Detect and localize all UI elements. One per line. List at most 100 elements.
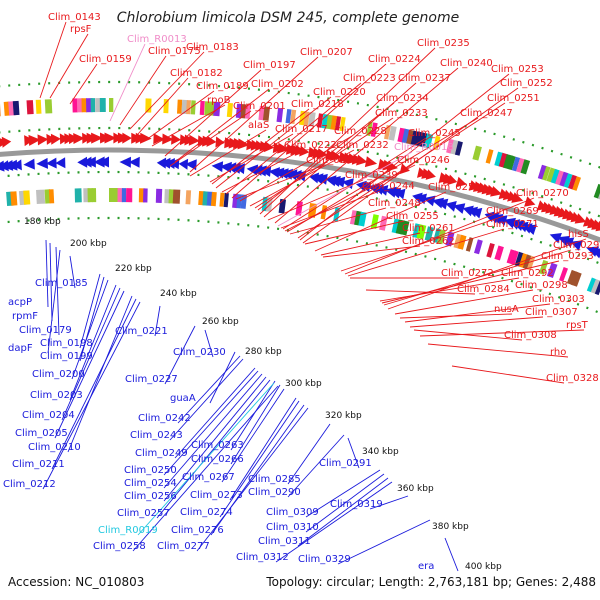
gene-label: Clim_0243 (130, 430, 183, 441)
gene-label: Clim_0262 (402, 236, 455, 247)
plus-gene-arrow (206, 135, 217, 147)
gene-label: Clim_0222 (284, 140, 337, 151)
tick-label: 320 kbp (325, 411, 362, 421)
cog-block-inner (168, 189, 174, 204)
gene-label: Clim_0257 (117, 508, 170, 519)
cog-block-inner (265, 197, 273, 212)
accession-label: Accession: NC_010803 (8, 575, 144, 589)
minus-gene-arrow (286, 169, 298, 181)
cog-block-outer (546, 167, 557, 183)
tick-label: 340 kbp (362, 447, 399, 457)
cog-block-outer (410, 130, 419, 146)
gene-label: Clim_0227 (125, 374, 178, 385)
label-leader (383, 249, 572, 306)
cog-block-outer (384, 125, 391, 140)
cog-block-inner (570, 271, 582, 287)
gene-label: Clim_0245 (408, 128, 461, 139)
cog-block-inner (172, 189, 181, 204)
label-leader (277, 151, 413, 227)
cog-block-outer (334, 116, 342, 131)
minus-gene-arrow (77, 156, 88, 168)
cog-block-inner (538, 259, 549, 275)
gene-label: Clim_0159 (79, 54, 132, 65)
minus-gene-arrow (5, 159, 18, 171)
cog-block-inner (474, 239, 483, 255)
cog-block-outer (537, 164, 548, 180)
minus-gene-arrow (445, 201, 457, 212)
label-leader (132, 385, 279, 552)
gene-label: Clim_0294 (553, 240, 600, 251)
label-leader (163, 373, 263, 489)
label-leader (254, 117, 394, 209)
minus-gene-arrow (55, 157, 66, 169)
gene-label: hisS (568, 229, 589, 240)
plus-gene-arrow (364, 156, 378, 168)
minus-gene-arrow (23, 158, 35, 170)
label-leader (297, 102, 506, 239)
cog-block-inner (399, 220, 410, 236)
cog-block-outer (424, 133, 434, 149)
label-leader (379, 277, 520, 302)
gene-label: Clim_0329 (298, 554, 351, 565)
gene-label: Clim_0246 (397, 155, 450, 166)
cog-block-outer (542, 166, 551, 181)
label-leader (257, 102, 395, 211)
cog-block-inner (121, 188, 127, 203)
cog-block-outer (308, 112, 316, 127)
cog-block-outer (72, 98, 78, 113)
gene-label: Clim_0217 (275, 124, 328, 135)
gene-label: Clim_0271 (486, 219, 539, 230)
plus-gene-arrow (140, 132, 152, 144)
tick-label: 240 kbp (160, 289, 197, 299)
cog-block-inner (416, 224, 427, 240)
label-leader (320, 232, 421, 256)
cog-block-inner (10, 191, 18, 206)
cog-block-inner (87, 188, 93, 203)
gene-label: Clim_0197 (243, 60, 296, 71)
gene-label: Clim_0291 (319, 458, 372, 469)
gene-label: Clim_0312 (236, 552, 289, 563)
cog-block-inner (40, 189, 46, 204)
plus-gene-arrow (162, 133, 174, 145)
label-leader (347, 437, 360, 469)
gene-labels: Clim_0143rpsFClim_R0013Clim_0175Clim_018… (3, 12, 600, 572)
label-leader (347, 228, 505, 277)
cog-block-outer (285, 109, 292, 124)
cog-block-outer (563, 173, 573, 188)
cog-block-inner (586, 277, 597, 293)
label-leader (177, 355, 241, 424)
gene-label: Clim_0258 (93, 541, 146, 552)
minus-gene-arrow (360, 181, 372, 193)
gene-label: Clim_0270 (516, 188, 569, 199)
label-leader (287, 423, 331, 485)
cog-block-outer (450, 139, 460, 155)
label-leader (304, 220, 405, 245)
plus-gene-arrow (277, 142, 290, 154)
tick-label: 280 kbp (245, 347, 282, 357)
minus-gene-arrow (435, 198, 449, 210)
label-leader (365, 289, 476, 295)
gene-label: Clim_0233 (375, 108, 428, 119)
cog-block-inner (126, 188, 133, 203)
label-leader (119, 55, 167, 126)
label-leader (451, 365, 565, 384)
label-leader (305, 469, 381, 518)
minus-gene-arrow (452, 203, 466, 214)
gene-label: Clim_0247 (460, 108, 513, 119)
gene-label: Clim_0308 (504, 330, 557, 341)
cog-block-inner (522, 254, 533, 270)
gene-label: Clim_0254 (124, 478, 177, 489)
cog-block-inner (590, 279, 600, 294)
gene-label: guaA (170, 393, 196, 404)
gene-label: Clim_0210 (28, 442, 81, 453)
label-leader (404, 303, 551, 323)
dotted-ring-0 (0, 80, 600, 169)
minus-gene-arrow (268, 167, 280, 178)
cog-block-outer (550, 168, 560, 184)
label-leader (189, 56, 319, 173)
label-leader (387, 238, 587, 310)
tick-label: 360 kbp (397, 484, 434, 494)
cog-block-outer (366, 121, 373, 137)
gene-label: Clim_0307 (525, 307, 578, 318)
